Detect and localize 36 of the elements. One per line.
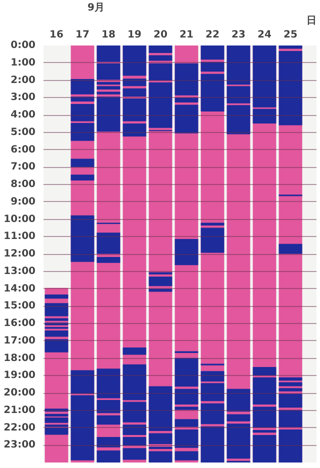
y-tick-label: 19:00 xyxy=(4,370,36,382)
y-tick-label: 21:00 xyxy=(4,404,36,416)
y-tick-label: 7:00 xyxy=(10,162,36,173)
y-tick-label: 12:00 xyxy=(4,248,36,260)
y-tick-label: 18:00 xyxy=(4,352,36,364)
y-tick-label: 17:00 xyxy=(4,335,36,346)
y-tick-label: 20:00 xyxy=(4,388,36,398)
y-tick-label: 4:00 xyxy=(10,110,36,120)
x-tick-label: 23 xyxy=(232,30,246,40)
y-tick-label: 16:00 xyxy=(4,318,36,329)
text: 9月 xyxy=(88,2,104,14)
y-tick-label: 10:00 xyxy=(4,214,36,225)
y-tick-label: 6:00 xyxy=(10,144,36,156)
x-tick-label: 24 xyxy=(258,30,272,40)
x-tick-label: 16 xyxy=(50,30,64,40)
y-tick-label: 9:00 xyxy=(10,196,36,208)
y-tick-label: 5:00 xyxy=(10,126,36,138)
x-tick-label: 17 xyxy=(76,30,90,40)
y-tick-label: 1:00 xyxy=(10,57,36,68)
y-tick-label: 22:00 xyxy=(4,422,36,434)
y-tick-label: 0:00 xyxy=(10,40,36,51)
y-tick-label: 14:00 xyxy=(4,283,36,294)
y-tick-label: 23:00 xyxy=(4,440,36,451)
y-tick-label: 2:00 xyxy=(10,74,36,86)
y-tick-label: 15:00 xyxy=(4,300,36,312)
x-tick-label: 20 xyxy=(154,30,168,40)
x-tick-label: 21 xyxy=(180,30,194,40)
x-tick-label: 22 xyxy=(206,30,220,40)
y-tick-label: 3:00 xyxy=(10,92,36,104)
x-tick-label: 19 xyxy=(128,30,142,40)
y-tick-label: 13:00 xyxy=(4,266,36,277)
y-tick-label: 8:00 xyxy=(10,179,36,190)
y-tick-label: 11:00 xyxy=(4,231,36,242)
x-tick-label: 25 xyxy=(284,30,298,40)
x-tick-label: 18 xyxy=(102,30,116,40)
text: 日 xyxy=(306,16,316,26)
